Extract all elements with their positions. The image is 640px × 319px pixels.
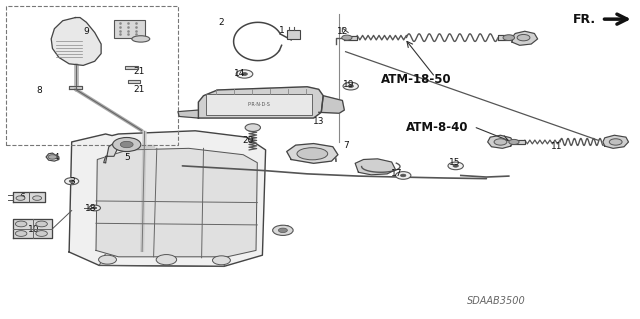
Polygon shape bbox=[96, 148, 257, 257]
Text: P·R·N·D·S: P·R·N·D·S bbox=[248, 102, 271, 107]
Circle shape bbox=[69, 180, 74, 182]
Polygon shape bbox=[512, 31, 538, 45]
Circle shape bbox=[36, 221, 47, 227]
Circle shape bbox=[113, 137, 141, 152]
Text: 16: 16 bbox=[279, 225, 291, 234]
Circle shape bbox=[343, 82, 358, 90]
Polygon shape bbox=[125, 66, 138, 69]
Text: 6: 6 bbox=[20, 193, 25, 202]
Text: ATM-18-50: ATM-18-50 bbox=[381, 73, 451, 86]
Circle shape bbox=[509, 139, 519, 145]
Text: ATM-8-40: ATM-8-40 bbox=[406, 121, 469, 134]
Bar bbox=[287, 30, 300, 39]
Text: 8: 8 bbox=[37, 86, 42, 95]
Text: 21: 21 bbox=[134, 85, 145, 94]
Text: 18: 18 bbox=[85, 204, 97, 213]
Bar bbox=[114, 20, 145, 38]
Text: FR.: FR. bbox=[573, 13, 596, 26]
Text: 9: 9 bbox=[84, 27, 89, 36]
Circle shape bbox=[396, 172, 411, 179]
Text: 3: 3 bbox=[69, 177, 74, 186]
Polygon shape bbox=[128, 80, 140, 83]
Polygon shape bbox=[319, 96, 344, 113]
Circle shape bbox=[93, 207, 97, 209]
Circle shape bbox=[212, 256, 230, 265]
Text: 4: 4 bbox=[54, 153, 59, 162]
Circle shape bbox=[65, 178, 79, 185]
Polygon shape bbox=[488, 135, 513, 148]
Text: 14: 14 bbox=[234, 69, 246, 78]
Polygon shape bbox=[287, 144, 338, 163]
Polygon shape bbox=[13, 192, 45, 202]
Text: 17: 17 bbox=[391, 169, 403, 178]
Circle shape bbox=[348, 85, 353, 87]
Text: 19: 19 bbox=[343, 80, 355, 89]
Text: 11: 11 bbox=[551, 142, 563, 151]
Circle shape bbox=[89, 205, 100, 211]
Text: 13: 13 bbox=[313, 117, 324, 126]
Circle shape bbox=[273, 225, 293, 235]
Polygon shape bbox=[498, 35, 512, 40]
Polygon shape bbox=[51, 18, 101, 65]
Circle shape bbox=[33, 196, 42, 200]
Text: 12: 12 bbox=[337, 27, 348, 36]
Polygon shape bbox=[511, 140, 525, 144]
Circle shape bbox=[278, 228, 287, 233]
Circle shape bbox=[15, 221, 27, 227]
Bar bbox=[6, 6, 178, 145]
Circle shape bbox=[241, 72, 248, 76]
Text: 5: 5 bbox=[124, 153, 129, 162]
Circle shape bbox=[36, 231, 47, 236]
Polygon shape bbox=[134, 145, 154, 148]
Bar bbox=[206, 94, 312, 115]
Circle shape bbox=[99, 255, 116, 264]
Polygon shape bbox=[344, 36, 357, 40]
Text: SDAAB3500: SDAAB3500 bbox=[467, 296, 526, 307]
Text: 7: 7 bbox=[343, 141, 348, 150]
Circle shape bbox=[503, 35, 515, 41]
Text: 10: 10 bbox=[28, 225, 39, 234]
Polygon shape bbox=[46, 153, 59, 161]
Text: 1: 1 bbox=[279, 26, 284, 35]
Circle shape bbox=[494, 139, 507, 145]
Polygon shape bbox=[178, 110, 198, 118]
Text: 15: 15 bbox=[449, 158, 460, 167]
Circle shape bbox=[15, 231, 27, 236]
Polygon shape bbox=[603, 135, 628, 148]
Polygon shape bbox=[198, 87, 323, 118]
Circle shape bbox=[236, 70, 253, 78]
Circle shape bbox=[245, 124, 260, 131]
Polygon shape bbox=[355, 159, 396, 175]
Circle shape bbox=[120, 141, 133, 148]
Text: 20: 20 bbox=[243, 136, 254, 145]
Text: 2: 2 bbox=[218, 18, 223, 27]
Circle shape bbox=[401, 174, 406, 177]
Text: 21: 21 bbox=[134, 67, 145, 76]
Polygon shape bbox=[69, 86, 82, 89]
Circle shape bbox=[453, 165, 458, 167]
Circle shape bbox=[156, 255, 177, 265]
Polygon shape bbox=[69, 131, 266, 266]
Polygon shape bbox=[13, 219, 52, 238]
Circle shape bbox=[16, 196, 25, 200]
Ellipse shape bbox=[132, 36, 150, 42]
Circle shape bbox=[342, 35, 352, 40]
Circle shape bbox=[517, 34, 530, 41]
Circle shape bbox=[609, 139, 622, 145]
Ellipse shape bbox=[297, 148, 328, 160]
Polygon shape bbox=[104, 142, 118, 163]
Circle shape bbox=[48, 155, 57, 159]
Circle shape bbox=[448, 162, 463, 170]
